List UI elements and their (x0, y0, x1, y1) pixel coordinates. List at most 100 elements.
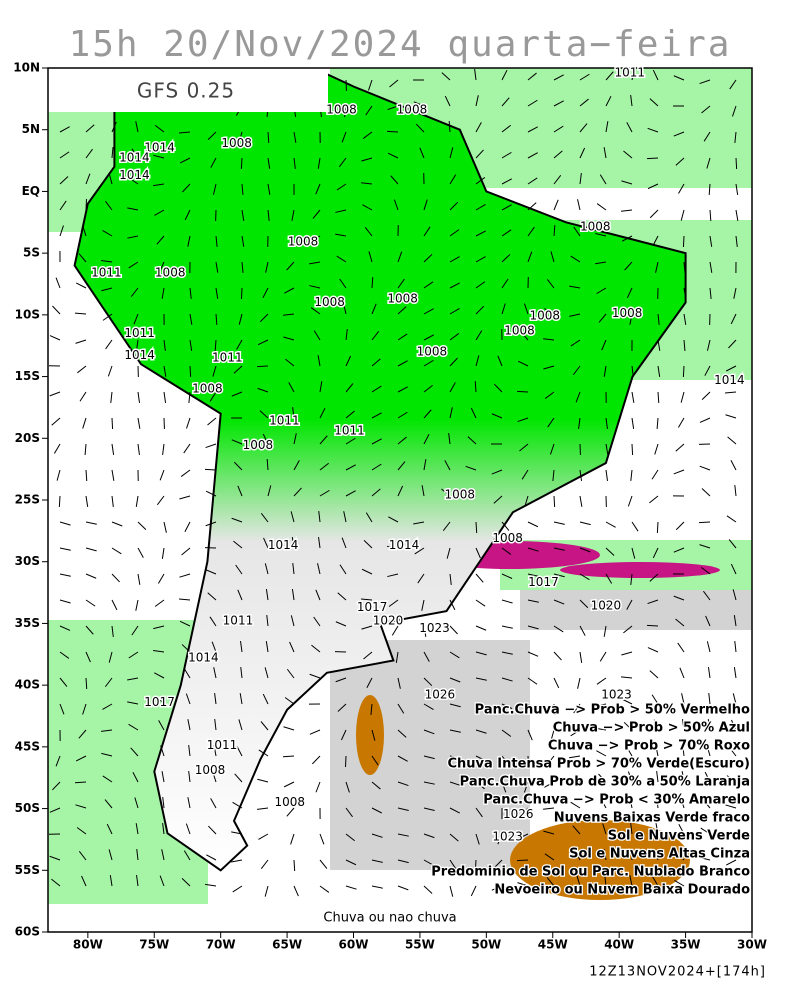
isobar-label: 1017 (144, 695, 175, 709)
isobar-label: 1008 (274, 795, 305, 809)
isobar-label: 1023 (419, 621, 450, 635)
rain-region (560, 562, 720, 578)
legend-entry: Sol e Nuvens Altas Cinza (569, 847, 750, 862)
y-tick-label: 55S (15, 863, 40, 877)
isobar-label: 1026 (425, 688, 456, 702)
x-tick-label: 75W (139, 938, 169, 952)
isobar-label: 1008 (326, 102, 357, 116)
isobar-label: 1011 (269, 414, 300, 428)
isobar-label: 1023 (601, 688, 632, 702)
y-tick-label: 25S (15, 493, 40, 507)
wind-arrow (632, 444, 633, 455)
wind-arrow (294, 860, 295, 871)
x-tick-label: 35W (671, 938, 701, 952)
isobar-label: 1011 (124, 326, 155, 340)
isobar-label: 1008 (314, 295, 345, 309)
isobar-label: 1008 (221, 136, 252, 150)
isobar-label: 1023 (492, 829, 523, 843)
legend-entry: Sol e Nuvens Verde (608, 829, 750, 844)
legend-entry: Predominio de Sol ou Parc. Nublado Branc… (431, 865, 750, 880)
isobar-label: 1014 (119, 168, 150, 182)
y-tick-label: 35S (15, 616, 40, 630)
wind-arrow (257, 366, 268, 367)
y-tick-label: 15S (15, 369, 40, 383)
legend-entry: Chuva −> Prob > 70% Roxo (548, 739, 750, 754)
isobar-label: 1008 (612, 306, 643, 320)
isobar-label: 1014 (714, 373, 745, 387)
isobar-label: 1008 (580, 220, 611, 234)
x-tick-label: 70W (206, 938, 236, 952)
wind-arrow (657, 522, 658, 533)
isobar-label: 1011 (91, 265, 122, 279)
wind-arrow (190, 366, 191, 377)
x-tick-label: 60W (339, 938, 369, 952)
isobar-label: 1008 (504, 323, 535, 337)
legend-entry: Panc.Chuva −> Prob > 50% Vermelho (475, 703, 750, 718)
isobar-label: 1008 (492, 531, 523, 545)
isobar-label: 1011 (212, 351, 243, 365)
isobar-label: 1008 (445, 488, 476, 502)
legend-entry: Chuva Intensa Prob > 70% Verde(Escuro) (447, 757, 750, 772)
x-tick-label: 40W (604, 938, 634, 952)
isobar-label: 1008 (192, 381, 223, 395)
isobar-label: 1020 (591, 599, 622, 613)
y-tick-label: EQ (22, 184, 40, 198)
isobar-label: 1011 (223, 613, 254, 627)
y-tick-label: 60S (15, 925, 40, 939)
wind-arrow (647, 158, 658, 159)
y-tick-label: 20S (15, 431, 40, 445)
legend-entry: Nevoeiro ou Nuvem Baixa Dourado (494, 883, 750, 898)
wind-arrow (647, 625, 658, 626)
x-tick-label: 50W (471, 938, 501, 952)
isobar-label: 1008 (155, 265, 186, 279)
cloud-region (520, 590, 752, 630)
isobar-label: 1008 (417, 344, 448, 358)
isobar-label: 1008 (288, 235, 319, 249)
wind-arrow (517, 391, 528, 392)
isobar-label: 1011 (334, 423, 365, 437)
wind-arrow (112, 418, 113, 429)
isobar-label: 1011 (615, 65, 646, 79)
wind-arrow (476, 522, 477, 533)
legend-entry: Nuvens Baixas Verde fraco (554, 811, 750, 826)
wind-arrow (736, 158, 737, 169)
run-label: 12Z13NOV2024+[174h] (589, 965, 766, 980)
x-tick-label: 30W (737, 938, 767, 952)
isobar-label: 1014 (188, 650, 219, 664)
y-tick-label: 30S (15, 554, 40, 568)
isobar-label: 1008 (243, 438, 274, 452)
footer-label: Chuva ou nao chuva (323, 911, 456, 926)
isobar-label: 1020 (373, 613, 404, 627)
legend-entry: Panc.Chuva −> Prob < 30% Amarelo (483, 793, 750, 808)
y-tick-label: 50S (15, 801, 40, 815)
wind-arrow (241, 158, 242, 169)
model-label: GFS 0.25 (137, 79, 235, 103)
wind-arrow (517, 860, 528, 861)
y-tick-label: 40S (15, 678, 40, 692)
wind-arrow (683, 236, 684, 247)
isobar-label: 1026 (503, 807, 534, 821)
x-tick-label: 45W (538, 938, 568, 952)
x-tick-label: 80W (73, 938, 103, 952)
isobar-label: 1008 (195, 763, 226, 777)
y-tick-label: 10N (13, 61, 40, 75)
legend-entry: Chuva −> Prob > 50% Azul (553, 721, 750, 736)
isobar-label: 1011 (207, 738, 238, 752)
x-tick-label: 55W (405, 938, 435, 952)
wind-arrow (554, 496, 555, 507)
isobar-label: 1008 (397, 102, 428, 116)
legend-entry: Panc.Chuva Prob de 30% a 50% Laranja (460, 775, 750, 790)
wind-arrow (683, 366, 684, 377)
map-title: 15h 20/Nov/2024 quarta−feira (69, 24, 732, 65)
isobar-label: 1014 (268, 538, 299, 552)
isobar-label: 1014 (389, 538, 420, 552)
x-tick-label: 65W (272, 938, 302, 952)
y-tick-label: 10S (15, 307, 40, 321)
y-tick-label: 5N (22, 122, 40, 136)
isobar-label: 1014 (124, 348, 155, 362)
isobar-label: 1008 (530, 309, 561, 323)
wind-arrow (699, 522, 710, 523)
y-tick-label: 5S (23, 246, 40, 260)
wind-arrow (387, 131, 398, 132)
